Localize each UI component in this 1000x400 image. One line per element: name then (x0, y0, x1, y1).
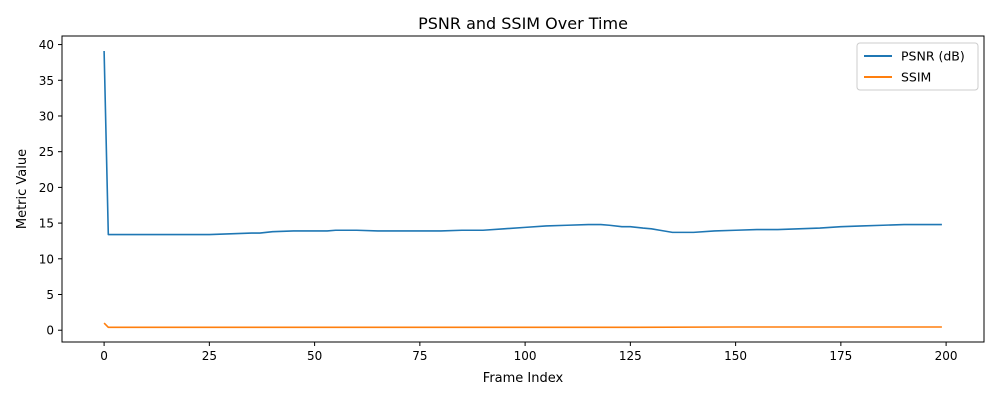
series-line-ssim (103, 322, 942, 329)
x-axis-label: Frame Index (483, 371, 564, 386)
x-tick-label: 125 (619, 349, 642, 363)
x-tick-label: 25 (202, 349, 217, 363)
legend-box (856, 42, 979, 91)
y-axis-label: Metric Value (15, 149, 30, 229)
legend-label-psnr: PSNR (dB) (901, 49, 965, 64)
series-line-psnr (103, 50, 942, 236)
plot-frame (61, 35, 985, 343)
y-tick-label: 40 (39, 38, 54, 52)
series-lines (103, 50, 942, 329)
y-tick-label: 30 (39, 109, 54, 123)
y-tick-label: 5 (46, 288, 54, 302)
x-tick-label: 0 (100, 349, 108, 363)
y-tick-label: 0 (46, 324, 54, 338)
legend: PSNR (dB) SSIM (856, 42, 979, 91)
y-axis: 0 5 10 15 20 25 30 35 40 (39, 38, 62, 338)
y-tick-label: 25 (39, 145, 54, 159)
x-tick-label: 150 (724, 349, 747, 363)
y-tick-label: 15 (39, 217, 54, 231)
chart-title: PSNR and SSIM Over Time (418, 14, 628, 33)
x-tick-label: 200 (935, 349, 958, 363)
x-tick-label: 75 (412, 349, 427, 363)
x-tick-label: 50 (307, 349, 322, 363)
y-tick-label: 10 (39, 252, 54, 266)
x-tick-label: 100 (514, 349, 537, 363)
x-axis: 0 25 50 75 100 125 150 175 200 (100, 342, 958, 363)
y-tick-label: 20 (39, 181, 54, 195)
x-tick-label: 175 (829, 349, 852, 363)
y-tick-label: 35 (39, 74, 54, 88)
legend-label-ssim: SSIM (901, 70, 931, 85)
